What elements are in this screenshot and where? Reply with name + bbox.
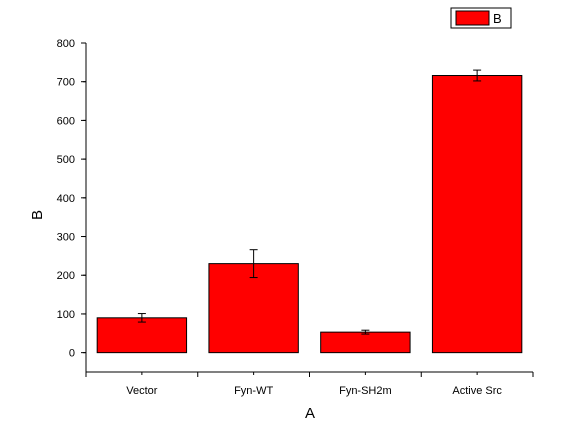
bar — [96, 317, 188, 354]
error-bars — [137, 69, 482, 335]
bar — [320, 331, 411, 354]
x-tick-label: Fyn-WT — [234, 385, 273, 397]
y-tick-label: 200 — [57, 270, 75, 282]
x-tick-label: Active Src — [452, 385, 502, 397]
x-axis: Vector Fyn-WT Fyn-SH2m Active Src — [85, 371, 534, 397]
y-axis-title: B — [29, 210, 46, 220]
bar — [208, 263, 299, 354]
y-tick-label: 400 — [57, 193, 75, 205]
y-tick-label: 300 — [57, 232, 75, 244]
y-axis: 0 100 200 300 400 500 600 700 800 — [57, 38, 87, 372]
legend-swatch — [455, 10, 490, 26]
y-tick-label: 600 — [57, 115, 75, 127]
x-axis-title: A — [305, 405, 315, 422]
y-tick-label: 500 — [57, 154, 75, 166]
bars — [96, 75, 523, 354]
legend-label: B — [493, 11, 502, 26]
x-tick-label: Vector — [126, 385, 158, 397]
bar — [431, 75, 523, 354]
y-tick-label: 100 — [57, 309, 75, 321]
y-tick-label: 800 — [57, 38, 75, 50]
y-tick-label: 0 — [69, 348, 75, 360]
legend: B — [450, 7, 512, 29]
y-tick-label: 700 — [57, 77, 75, 89]
x-tick-label: Fyn-SH2m — [339, 385, 392, 397]
